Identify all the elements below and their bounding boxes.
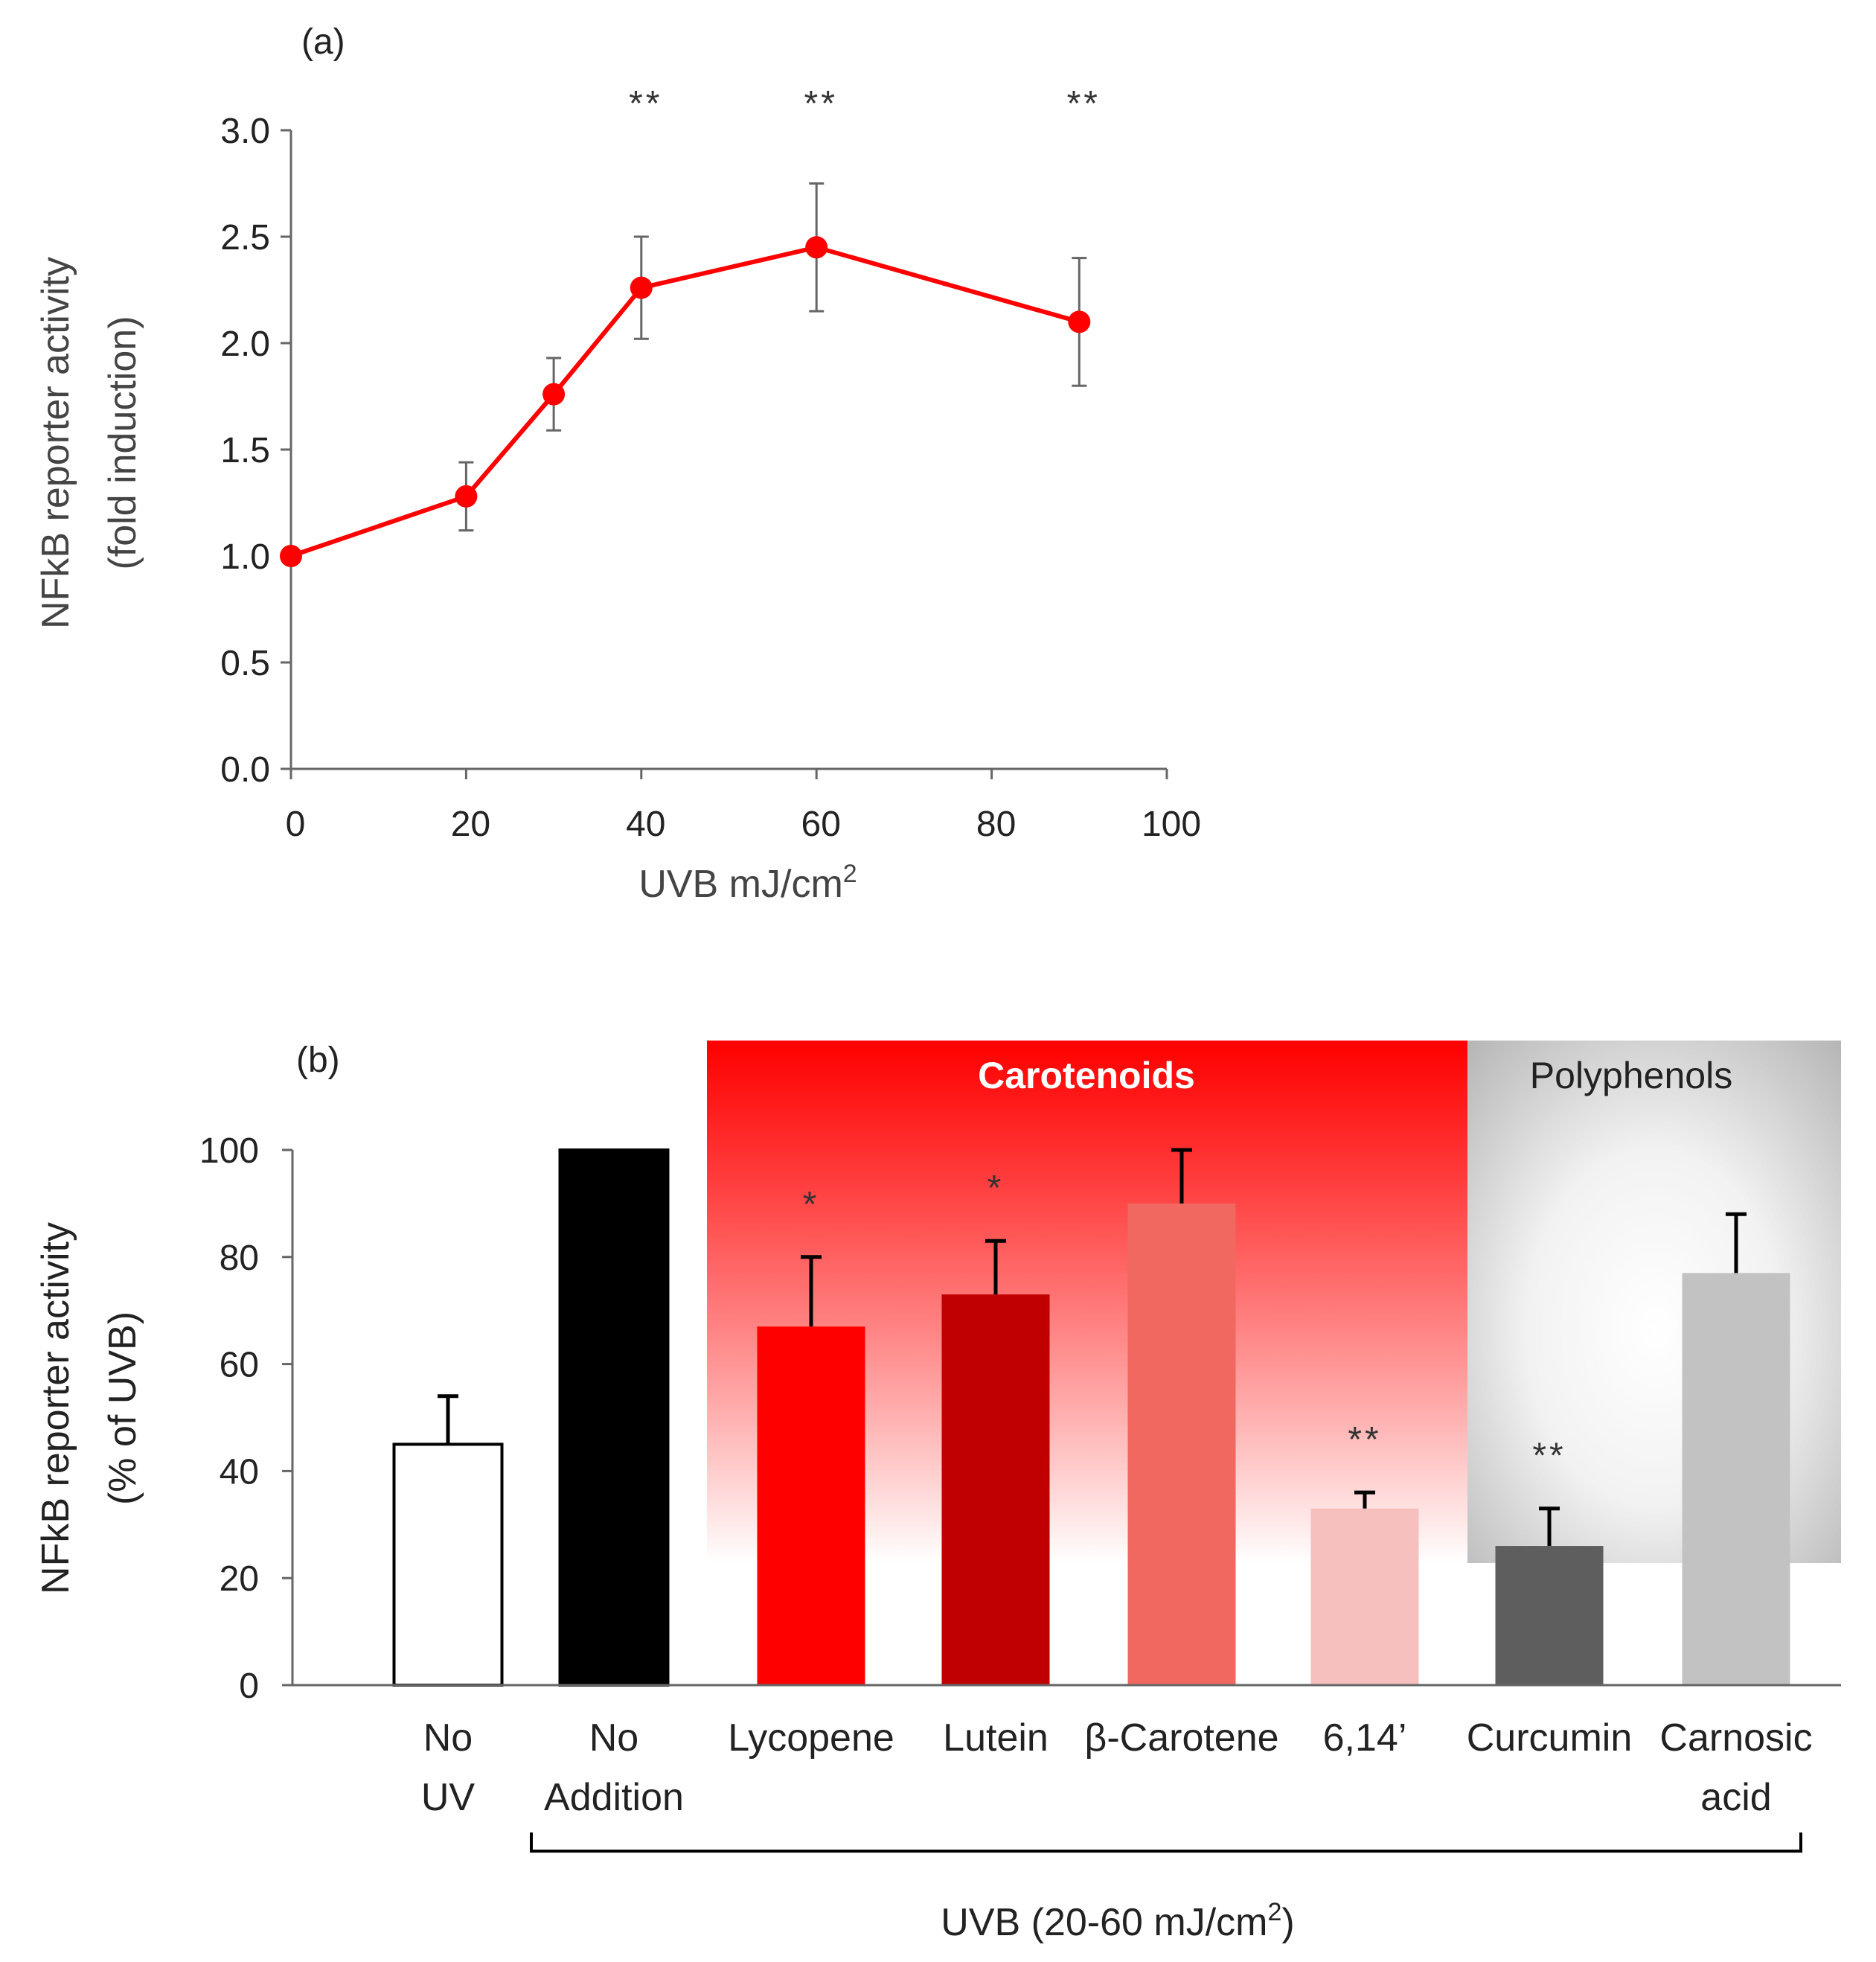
category-label-line1: 6,14’: [1323, 1716, 1407, 1760]
panel-b-error-bars: [438, 1148, 1747, 1547]
bar-6: [1310, 1508, 1419, 1685]
panel-b-y-tick-label: 40: [220, 1452, 259, 1492]
panel-b-significance: * *** **: [803, 1169, 1566, 1476]
bracket-label-end: ): [1281, 1901, 1294, 1944]
panel-b-category-labels: No UV No Addition Lycopene Lutein β-Carotene 6,…: [421, 1716, 1813, 1819]
bar-4: [941, 1294, 1050, 1685]
panel-a-x-tick-label: 60: [801, 805, 841, 844]
category-label-line1: No: [589, 1716, 638, 1760]
panel-a-x-tick-label: 0: [286, 805, 306, 844]
panel-b-bars: [392, 1148, 1790, 1687]
bracket-label-sup: 2: [1267, 1898, 1281, 1926]
panel-b-label: (b): [296, 1041, 340, 1080]
panel-a-series-line: [290, 245, 1081, 558]
panel-a-x-tick-label: 40: [626, 805, 665, 844]
uvb-bracket: [530, 1832, 1802, 1853]
panel-a-points: [280, 236, 1091, 567]
bar-8: [1682, 1273, 1790, 1685]
panel-b-ylabel: NFkB reporter activity: [34, 1222, 77, 1594]
panel-a-xlabel-sup: 2: [843, 860, 857, 888]
panel-a-data-point: [280, 545, 302, 567]
panel-b-bar-chart: Carotenoids Polyphenols (b) NFkB reporte…: [34, 1041, 1841, 1944]
panel-b-significance-mark: *: [987, 1169, 1005, 1208]
panel-a-data-point: [455, 485, 478, 508]
category-label-line1: Carnosic: [1659, 1716, 1812, 1760]
category-label-line1: Curcumin: [1467, 1716, 1633, 1760]
panel-a-label: (a): [301, 22, 345, 62]
bracket-label-main: UVB (20-60 mJ/cm: [941, 1901, 1267, 1944]
panel-a-x-ticks: 0 20 40 60 80 100: [286, 769, 1201, 844]
panel-a-ylabel: NFkB reporter activity: [34, 257, 77, 629]
panel-a-data-point: [542, 383, 566, 406]
panel-b-y-tick-label: 0: [239, 1667, 259, 1706]
panel-a-y-axis-title: NFkB reporter activity (fold induction): [34, 257, 144, 629]
category-label-line1: No: [423, 1716, 473, 1760]
category-label-line1: Lycopene: [728, 1716, 894, 1760]
panel-a-data-point: [630, 276, 653, 299]
panel-a-y-tick-label: 2.5: [220, 218, 270, 258]
panel-a-significance-mark: **: [804, 84, 838, 124]
panel-b-y-tick-label: 20: [220, 1559, 259, 1599]
panel-a-y-tick-label: 3.0: [220, 112, 270, 151]
polyphenols-group-label: Polyphenols: [1530, 1055, 1732, 1096]
panel-b-significance-mark: *: [803, 1185, 820, 1224]
panel-a-y-tick-label: 0.5: [220, 644, 270, 683]
bar-2: [558, 1148, 670, 1687]
bar-3: [757, 1326, 865, 1685]
panel-a-x-tick-label: 80: [976, 805, 1016, 844]
panel-a-y-tick-label: 1.5: [220, 431, 270, 470]
panel-a-x-tick-label: 100: [1142, 805, 1201, 844]
panel-b-y-axis-title: NFkB reporter activity (% of UVB): [34, 1222, 144, 1594]
carotenoids-group-label: Carotenoids: [978, 1055, 1195, 1096]
panel-a-significance-mark: **: [1067, 84, 1101, 124]
bar-1: [392, 1442, 504, 1687]
panel-a-y-tick-label: 1.0: [220, 537, 270, 577]
panel-a-y-tick-label: 2.0: [220, 325, 270, 364]
panel-a-x-axis-title: UVB mJ/cm2: [638, 860, 857, 906]
panel-a-significance-mark: **: [629, 84, 662, 124]
panel-a-y-tick-label: 0.0: [220, 750, 270, 790]
uvb-bracket-label: UVB (20-60 mJ/cm2): [941, 1898, 1294, 1944]
panel-b-y-ticks: 0 20 40 60 80 100: [199, 1131, 292, 1706]
panel-b-y-tick-label: 80: [220, 1239, 259, 1278]
panel-a-line-chart: (a) NFkB reporter activity (fold inducti…: [34, 22, 1201, 906]
panel-a-error-bars: [458, 182, 1087, 532]
panel-b-significance-mark: **: [1532, 1437, 1566, 1476]
panel-a-xlabel: UVB mJ/cm: [638, 863, 842, 906]
panel-a-significance: ** ** **: [629, 84, 1101, 124]
panel-b-significance-mark: **: [1348, 1420, 1381, 1460]
panel-a-data-point: [1068, 310, 1091, 333]
category-label-line2: acid: [1700, 1776, 1771, 1819]
panel-a-ylabel-sub: (fold induction): [101, 316, 144, 569]
panel-b-ylabel-sub: (% of UVB): [101, 1311, 144, 1505]
panel-a-data-point: [805, 236, 828, 259]
category-label-line2: Addition: [544, 1776, 684, 1819]
category-label-line1: Lutein: [943, 1716, 1049, 1760]
panel-a-x-tick-label: 20: [451, 805, 490, 844]
bar-5: [1127, 1203, 1236, 1685]
panel-a-y-ticks: 0.0 0.5 1.0 1.5 2.0 2.5 3.0: [220, 112, 291, 790]
category-label-line1: β-Carotene: [1084, 1716, 1278, 1760]
bar-7: [1495, 1546, 1604, 1685]
category-label-line2: UV: [421, 1776, 476, 1819]
panel-b-y-tick-label: 100: [199, 1131, 259, 1171]
panel-b-y-tick-label: 60: [220, 1346, 259, 1385]
